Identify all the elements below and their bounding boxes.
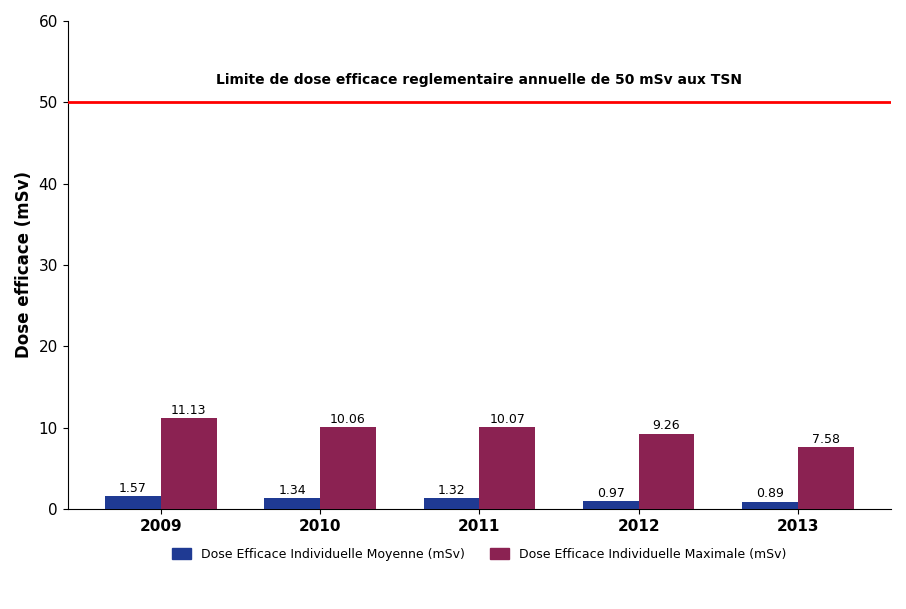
Text: 11.13: 11.13	[171, 404, 207, 417]
Bar	[161, 418, 217, 509]
Bar	[583, 501, 639, 509]
Text: 9.26: 9.26	[652, 420, 680, 432]
Legend: Dose Efficace Individuelle Moyenne (mSv), Dose Efficace Individuelle Maximale (m: Dose Efficace Individuelle Moyenne (mSv)…	[168, 543, 791, 566]
Bar	[105, 496, 161, 509]
Text: 1.57: 1.57	[119, 482, 147, 495]
Bar	[742, 502, 798, 509]
Text: 1.34: 1.34	[278, 484, 306, 497]
Text: 10.07: 10.07	[489, 413, 525, 426]
Text: 7.58: 7.58	[812, 433, 840, 446]
Text: 10.06: 10.06	[330, 413, 366, 426]
Text: Limite de dose efficace reglementaire annuelle de 50 mSv aux TSN: Limite de dose efficace reglementaire an…	[217, 72, 742, 86]
Text: 0.97: 0.97	[597, 487, 624, 500]
Text: 1.32: 1.32	[438, 484, 466, 497]
Bar	[424, 498, 479, 509]
Bar	[265, 498, 320, 509]
Bar	[479, 427, 535, 509]
Y-axis label: Dose efficace (mSv): Dose efficace (mSv)	[15, 171, 33, 359]
Text: 0.89: 0.89	[756, 487, 784, 501]
Bar	[639, 434, 694, 509]
Bar	[798, 447, 853, 509]
Bar	[320, 427, 376, 509]
